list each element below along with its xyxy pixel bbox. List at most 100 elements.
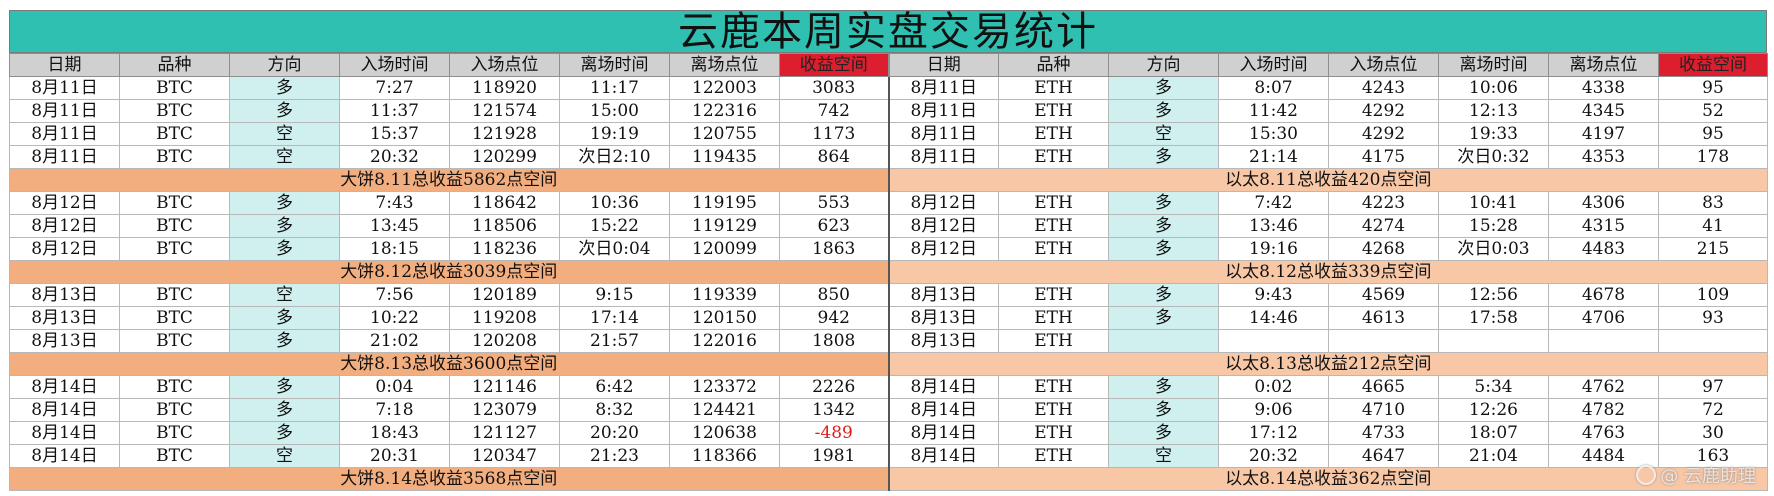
btc-exit-price-cell: 122316 — [669, 99, 780, 123]
eth-entry-time-cell: 9:43 — [1218, 283, 1329, 307]
eth-asset-cell: ETH — [998, 444, 1109, 468]
eth-date-cell: 8月13日 — [887, 329, 999, 353]
btc-direction-cell: 多 — [229, 306, 340, 330]
btc-exit-time-cell: 9:15 — [559, 283, 670, 307]
btc-date-cell: 8月11日 — [9, 99, 120, 123]
eth-exit-price-cell: 4678 — [1548, 283, 1659, 307]
watermark-logo-icon — [1636, 465, 1657, 485]
btc-entry-price-cell: 120347 — [449, 444, 560, 468]
eth-asset-cell: ETH — [998, 398, 1109, 422]
btc-profit-cell: 742 — [779, 99, 889, 123]
btc-exit-time-cell: 20:20 — [559, 421, 670, 445]
btc-exit-price-cell: 120150 — [669, 306, 780, 330]
eth-header-asset: 品种 — [998, 53, 1109, 77]
eth-asset-cell: ETH — [998, 237, 1109, 261]
btc-asset-cell: BTC — [119, 237, 230, 261]
btc-exit-time-cell: 6:42 — [559, 375, 670, 399]
btc-header-entry-price: 入场点位 — [449, 53, 560, 77]
eth-entry-time-cell: 20:32 — [1218, 444, 1329, 468]
btc-entry-time-cell: 20:32 — [339, 145, 450, 169]
eth-exit-price-cell: 4763 — [1548, 421, 1659, 445]
eth-exit-time-cell: 5:34 — [1438, 375, 1549, 399]
eth-entry-price-cell: 4569 — [1328, 283, 1439, 307]
eth-asset-cell: ETH — [998, 191, 1109, 215]
eth-entry-time-cell — [1218, 329, 1329, 353]
trade-row: 8月11日 BTC 空 20:32 120299 次日2:10 119435 864 8月11日… — [9, 145, 1768, 169]
eth-profit-cell: 215 — [1658, 237, 1768, 261]
btc-asset-cell: BTC — [119, 329, 230, 353]
btc-profit-cell: 1173 — [779, 122, 889, 146]
eth-exit-price-cell: 4315 — [1548, 214, 1659, 238]
eth-entry-price-cell: 4175 — [1328, 145, 1439, 169]
header-row: 日期 品种 方向 入场时间 入场点位 离场时间 离场点位 收益空间 日期 品种 方向 入场时间 入场点位… — [9, 53, 1768, 77]
eth-header-entry-price: 入场点位 — [1328, 53, 1439, 77]
btc-profit-cell: 864 — [779, 145, 889, 169]
eth-direction-cell — [1108, 329, 1219, 353]
btc-entry-price-cell: 121127 — [449, 421, 560, 445]
btc-exit-price-cell: 119129 — [669, 214, 780, 238]
btc-entry-price-cell: 118236 — [449, 237, 560, 261]
btc-date-cell: 8月13日 — [9, 306, 120, 330]
eth-asset-cell: ETH — [998, 375, 1109, 399]
btc-direction-cell: 多 — [229, 329, 340, 353]
eth-direction-cell: 多 — [1108, 145, 1219, 169]
eth-exit-time-cell: 12:56 — [1438, 283, 1549, 307]
eth-entry-price-cell — [1328, 329, 1439, 353]
eth-entry-time-cell: 0:02 — [1218, 375, 1329, 399]
btc-asset-cell: BTC — [119, 99, 230, 123]
eth-entry-time-cell: 14:46 — [1218, 306, 1329, 330]
btc-entry-time-cell: 0:04 — [339, 375, 450, 399]
eth-direction-cell: 多 — [1108, 283, 1219, 307]
btc-date-cell: 8月12日 — [9, 191, 120, 215]
btc-exit-time-cell: 17:14 — [559, 306, 670, 330]
btc-exit-price-cell: 122003 — [669, 76, 780, 100]
btc-exit-price-cell: 120755 — [669, 122, 780, 146]
btc-entry-time-cell: 18:15 — [339, 237, 450, 261]
eth-asset-cell: ETH — [998, 421, 1109, 445]
eth-profit-cell: 72 — [1658, 398, 1768, 422]
btc-profit-cell: 623 — [779, 214, 889, 238]
eth-asset-cell: ETH — [998, 76, 1109, 100]
btc-direction-cell: 空 — [229, 444, 340, 468]
eth-direction-cell: 多 — [1108, 214, 1219, 238]
eth-entry-price-cell: 4647 — [1328, 444, 1439, 468]
btc-entry-price-cell: 121928 — [449, 122, 560, 146]
eth-exit-price-cell: 4306 — [1548, 191, 1659, 215]
eth-header-exit-time: 离场时间 — [1438, 53, 1549, 77]
eth-date-cell: 8月14日 — [887, 398, 999, 422]
btc-entry-price-cell: 120299 — [449, 145, 560, 169]
btc-profit-cell: 850 — [779, 283, 889, 307]
btc-date-cell: 8月14日 — [9, 421, 120, 445]
eth-exit-time-cell: 21:04 — [1438, 444, 1549, 468]
eth-entry-price-cell: 4710 — [1328, 398, 1439, 422]
eth-direction-cell: 多 — [1108, 421, 1219, 445]
eth-date-cell: 8月13日 — [887, 283, 999, 307]
btc-direction-cell: 多 — [229, 99, 340, 123]
eth-exit-time-cell: 次日0:03 — [1438, 237, 1549, 261]
btc-entry-price-cell: 120189 — [449, 283, 560, 307]
eth-entry-time-cell: 7:42 — [1218, 191, 1329, 215]
eth-entry-price-cell: 4243 — [1328, 76, 1439, 100]
btc-exit-price-cell: 118366 — [669, 444, 780, 468]
btc-asset-cell: BTC — [119, 145, 230, 169]
btc-profit-cell: 1808 — [779, 329, 889, 353]
btc-entry-price-cell: 118642 — [449, 191, 560, 215]
btc-exit-time-cell: 10:36 — [559, 191, 670, 215]
eth-exit-time-cell: 12:26 — [1438, 398, 1549, 422]
btc-asset-cell: BTC — [119, 76, 230, 100]
btc-asset-cell: BTC — [119, 214, 230, 238]
eth-profit-cell: 52 — [1658, 99, 1768, 123]
summary-row: 大饼8.14总收益3568点空间 以太8.14总收益362点空间 — [9, 467, 1768, 491]
eth-date-cell: 8月11日 — [887, 145, 999, 169]
eth-exit-price-cell: 4353 — [1548, 145, 1659, 169]
eth-profit-cell — [1658, 329, 1768, 353]
eth-entry-price-cell: 4292 — [1328, 99, 1439, 123]
btc-asset-cell: BTC — [119, 283, 230, 307]
trade-row: 8月12日 BTC 多 7:43 118642 10:36 119195 553 8月12日 ET… — [9, 191, 1768, 215]
eth-exit-price-cell — [1548, 329, 1659, 353]
btc-date-cell: 8月11日 — [9, 145, 120, 169]
btc-entry-time-cell: 11:37 — [339, 99, 450, 123]
eth-date-cell: 8月14日 — [887, 375, 999, 399]
eth-direction-cell: 多 — [1108, 375, 1219, 399]
btc-entry-price-cell: 119208 — [449, 306, 560, 330]
